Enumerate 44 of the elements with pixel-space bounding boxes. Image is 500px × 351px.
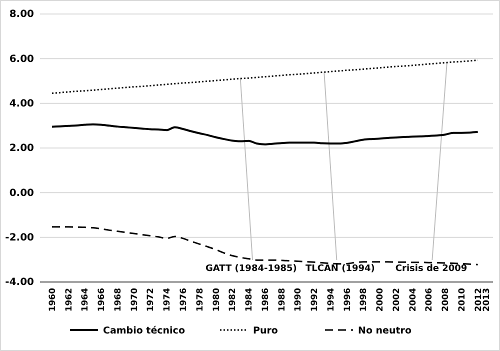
x-tick-label: 2000 — [376, 288, 386, 312]
x-tick-label: 1996 — [342, 288, 353, 312]
x-tick-label: 2002 — [392, 288, 402, 312]
x-tick-label: 1976 — [178, 288, 189, 312]
x-tick-label: 1988 — [277, 288, 288, 312]
y-tick-label: -2.00 — [5, 232, 34, 244]
x-tick-label: 2013 — [482, 288, 492, 312]
x-tick-label: 1960 — [48, 288, 58, 312]
x-tick-label: 1990 — [294, 288, 304, 312]
y-tick-label: 0.00 — [9, 188, 34, 199]
x-tick-label: 1968 — [113, 288, 124, 312]
line-series — [51, 59, 479, 94]
x-tick-label: 1982 — [228, 288, 238, 312]
y-tick-label: 8.00 — [9, 9, 34, 20]
legend-label: Puro — [253, 325, 278, 336]
annotation: TLCAN (1994) — [305, 264, 375, 274]
x-tick-label: 1998 — [359, 288, 370, 312]
x-tick-label: 1964 — [80, 288, 91, 312]
y-tick-label: 2.00 — [9, 143, 34, 154]
x-tick-label: 1974 — [162, 288, 173, 312]
x-tick-label: 2012 — [474, 288, 484, 312]
annotation: GATT (1984-1985) — [206, 264, 297, 274]
x-tick-label: 2010 — [457, 288, 468, 312]
x-tick-label: 1970 — [130, 288, 140, 312]
x-tick-label: 2004 — [408, 288, 418, 312]
line-series — [51, 123, 479, 146]
x-tick-label: 2006 — [424, 288, 435, 312]
x-tick-label: 1978 — [195, 288, 206, 312]
annotation: Crisis de 2009 — [395, 264, 468, 274]
x-tick-label: 1972 — [146, 288, 156, 312]
x-tick-label: 1986 — [260, 288, 271, 312]
x-tick-label: 1984 — [244, 288, 255, 312]
x-tick-label: 1966 — [97, 288, 108, 312]
x-tick-label: 1980 — [212, 288, 222, 312]
y-tick-label: -4.00 — [5, 277, 34, 288]
y-tick-label: 6.00 — [9, 54, 34, 65]
x-tick-label: 1992 — [310, 288, 320, 312]
x-tick-label: 2008 — [441, 288, 452, 312]
y-tick-label: 4.00 — [9, 98, 34, 110]
x-tick-label: 1994 — [326, 288, 336, 312]
legend-label: No neutro — [358, 325, 412, 336]
line-series — [51, 226, 479, 266]
x-tick-label: 1962 — [64, 288, 74, 312]
legend-label: Cambio técnico — [103, 325, 186, 336]
